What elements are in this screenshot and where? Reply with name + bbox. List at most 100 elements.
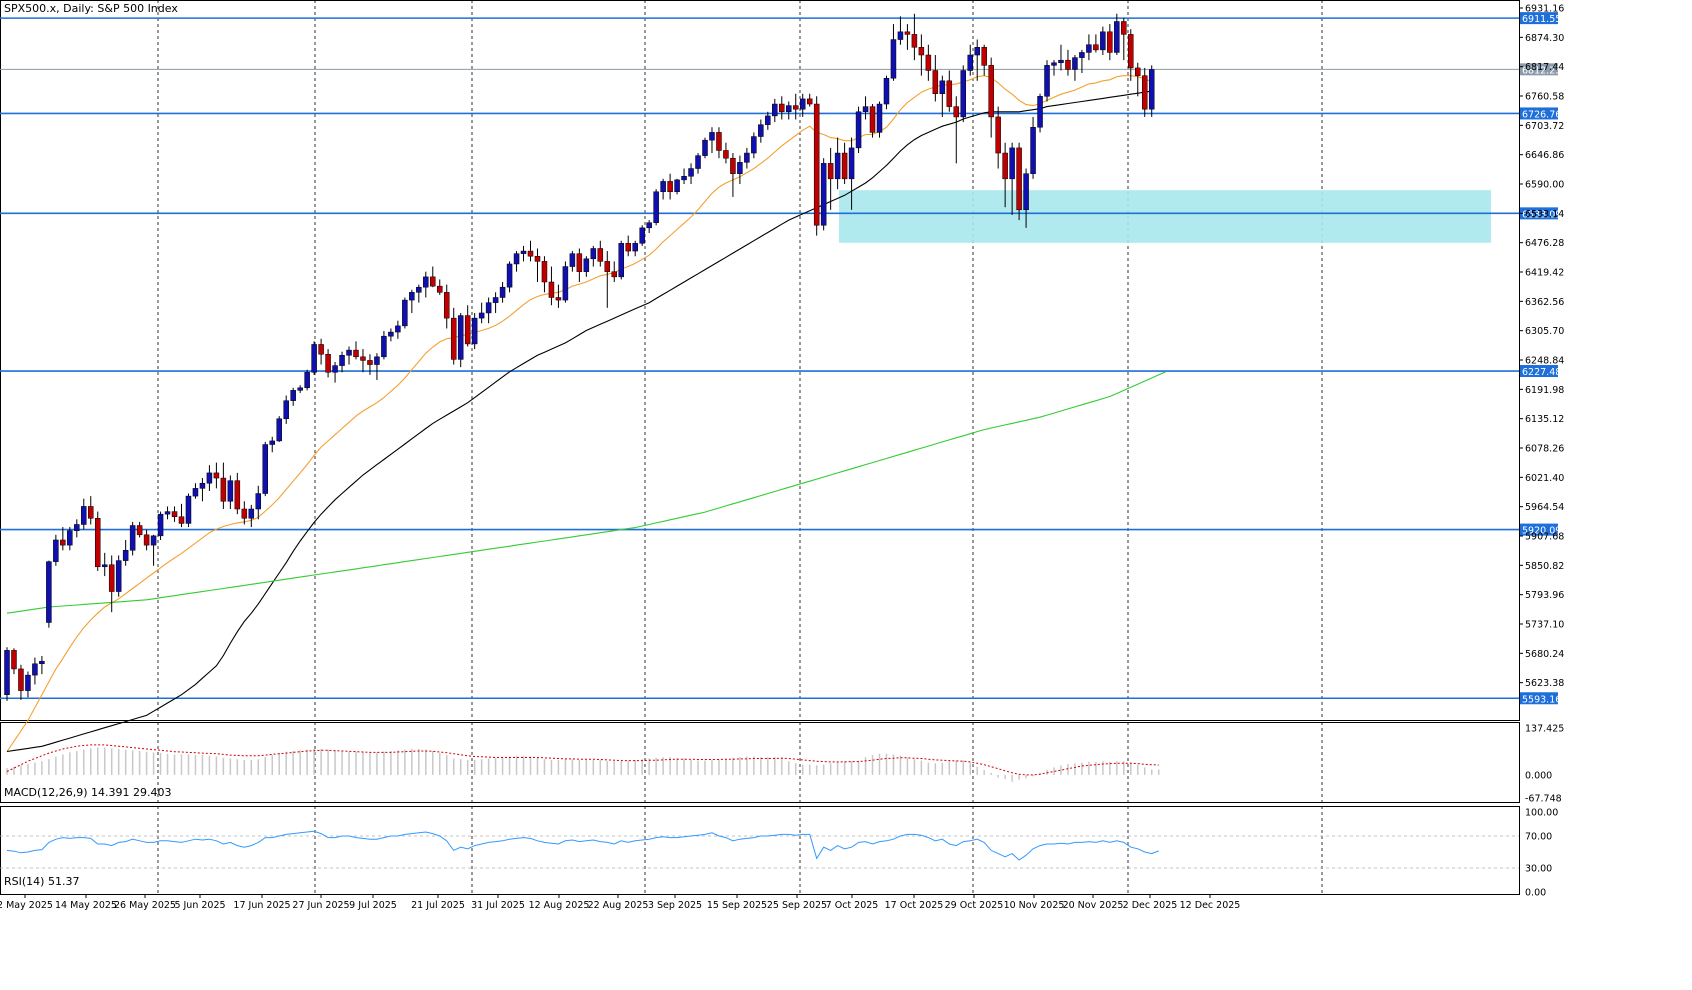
horizontal-levels: 6911.55 6812.25 6726.76 6533.09 6227.48 5920.… (0, 12, 1561, 705)
price-tick-label: 5623.38 (1525, 678, 1564, 689)
candle-body (499, 286, 506, 298)
candle-body (311, 344, 317, 373)
candle-body (94, 518, 101, 568)
candle-body (848, 147, 855, 180)
candle-body (178, 516, 185, 524)
candle-body (855, 111, 862, 149)
level-label-bg (1520, 365, 1558, 378)
candle-body (248, 508, 255, 519)
price-tick-label: 6078.26 (1525, 444, 1564, 455)
candle-body (890, 39, 897, 79)
candle-body (485, 302, 492, 314)
candle-body (709, 132, 715, 141)
candle-body (213, 472, 220, 479)
candle-body (129, 525, 136, 551)
candle-body (374, 356, 380, 365)
candle-body (1051, 62, 1057, 66)
candle-body (1121, 21, 1127, 35)
candle-body (430, 276, 436, 287)
candle-body (32, 663, 38, 676)
price-tick-label: 6191.98 (1525, 385, 1564, 396)
candle-body (437, 285, 443, 293)
candle-body (360, 356, 366, 361)
candle-body (1148, 69, 1155, 110)
time-tick-label: 20 Nov 2025 (1063, 900, 1124, 911)
macd-panel-border (0, 722, 1520, 803)
candle-body (1037, 96, 1043, 128)
candle-body (1065, 59, 1071, 70)
time-tick-label: 22 Aug 2025 (588, 900, 649, 911)
time-tick-label: 5 Jun 2025 (174, 900, 225, 911)
candle-body (367, 360, 373, 365)
candle-body (653, 191, 659, 223)
candle-body (534, 255, 541, 262)
candle-body (150, 535, 157, 546)
candle-body (520, 250, 527, 254)
ma-line-sma200 (6, 371, 1166, 614)
candle-body (765, 115, 771, 125)
candle-body (590, 248, 597, 260)
candle-body (1044, 65, 1050, 97)
time-tick-label: 31 Jul 2025 (471, 900, 525, 911)
candle-body (199, 482, 206, 489)
candle-body (395, 325, 401, 333)
candle-body (925, 54, 932, 71)
candle-body (611, 271, 618, 278)
candle-body (737, 162, 743, 174)
level-label-bg (1520, 207, 1558, 220)
candle-body (660, 181, 666, 192)
time-tick-label: 12 Aug 2025 (529, 900, 590, 911)
price-tick-label: 6590.00 (1525, 180, 1564, 191)
candle-body (81, 506, 87, 525)
candle-body (297, 387, 303, 391)
candle-body (779, 103, 785, 113)
time-tick-label: 10 Nov 2025 (1004, 900, 1065, 911)
level-label-bg (1520, 12, 1558, 25)
candle-body (492, 297, 499, 303)
candle-body (1086, 44, 1092, 53)
price-tick-label: 5793.96 (1525, 590, 1564, 601)
candle-body (1072, 57, 1078, 70)
time-tick-label: 25 Sep 2025 (767, 900, 827, 911)
candle-body (339, 355, 345, 366)
candle-body (478, 312, 485, 319)
candle-body (18, 668, 24, 691)
grid (0, 0, 1520, 895)
level-label: 6911.55 (1522, 14, 1561, 25)
candle-body (555, 297, 562, 301)
price-tick-label: 6533.14 (1525, 209, 1564, 220)
candle-body (674, 179, 680, 192)
candle-body (171, 511, 178, 517)
candle-body (4, 650, 10, 695)
candle-body (527, 250, 534, 257)
candle-body (646, 222, 652, 229)
price-tick-label: 5737.10 (1525, 620, 1564, 631)
candle-body (206, 472, 213, 484)
candle-body (192, 488, 199, 497)
candle-body (506, 263, 513, 288)
candle-body (1030, 127, 1036, 174)
candle-body (88, 506, 94, 519)
candle-body (381, 335, 387, 358)
level-label: 6726.76 (1522, 109, 1561, 120)
support-zone-rect (839, 190, 1491, 243)
time-tick-label: 3 Sep 2025 (648, 900, 702, 911)
candle-body (416, 286, 422, 293)
candle-body (185, 495, 192, 524)
candle-body (604, 261, 611, 272)
candle-body (464, 315, 471, 345)
candle-body (234, 480, 241, 510)
candle-body (513, 253, 520, 265)
price-tick-label: 5907.68 (1525, 532, 1564, 543)
time-tick-label: 21 Jul 2025 (411, 900, 465, 911)
price-tick-label: 6305.70 (1525, 326, 1564, 337)
candle-body (946, 80, 953, 107)
candle-body (388, 331, 394, 337)
price-tick-label: 6703.72 (1525, 121, 1564, 132)
candle-body (820, 163, 827, 226)
candle-body (939, 80, 946, 94)
candle-body (402, 299, 408, 327)
candle-body (932, 70, 939, 94)
